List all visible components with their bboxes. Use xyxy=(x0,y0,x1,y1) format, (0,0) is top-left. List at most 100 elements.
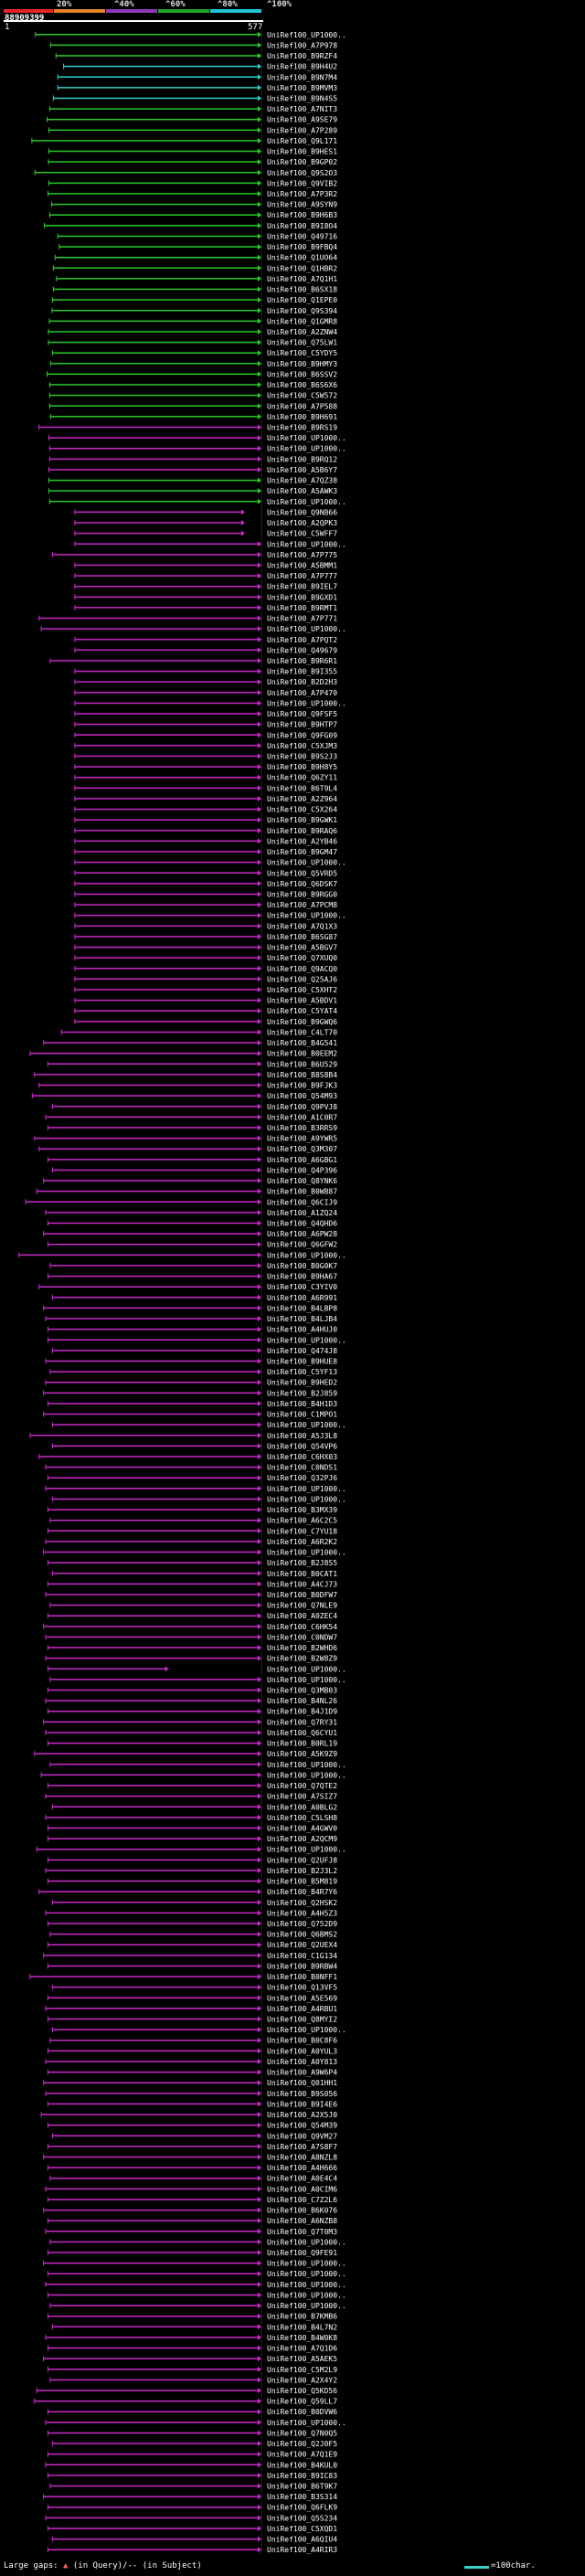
hit-row[interactable]: UniRef100_B0DFW7 xyxy=(45,1591,337,1599)
hit-row[interactable]: UniRef100_B0NFF1 xyxy=(29,1973,337,1981)
hit-row[interactable]: UniRef100_A2X4Y2 xyxy=(49,2376,337,2384)
hit-label[interactable]: UniRef100_Q2UFJ8 xyxy=(267,1856,337,1864)
hit-row[interactable]: UniRef100_A7NIT3 xyxy=(48,105,337,113)
hit-row[interactable]: UniRef100_A9W6P4 xyxy=(47,2069,337,2077)
hit-row[interactable]: UniRef100_UP1000.. xyxy=(40,1771,346,1779)
hit-label[interactable]: UniRef100_A5J3L8 xyxy=(267,1432,337,1440)
hit-label[interactable]: UniRef100_Q1UO64 xyxy=(267,254,337,262)
hit-row[interactable]: UniRef100_UP1000.. xyxy=(51,1421,346,1429)
hit-label[interactable]: UniRef100_B4NL26 xyxy=(267,1697,337,1705)
hit-label[interactable]: UniRef100_A4GWV0 xyxy=(267,1824,337,1832)
hit-label[interactable]: UniRef100_Q49716 xyxy=(267,232,337,240)
hit-row[interactable]: UniRef100_Q1HBR2 xyxy=(52,264,337,272)
hit-label[interactable]: UniRef100_UP1000.. xyxy=(267,1771,346,1779)
hit-row[interactable]: UniRef100_UP1000.. xyxy=(45,2419,346,2427)
hit-row[interactable]: UniRef100_A5E569 xyxy=(47,1994,337,2002)
hit-label[interactable]: UniRef100_A7QZ38 xyxy=(267,477,337,485)
hit-row[interactable]: UniRef100_B9RBW4 xyxy=(47,1962,337,1970)
hit-label[interactable]: UniRef100_B6SX18 xyxy=(267,286,337,294)
hit-label[interactable]: UniRef100_B2J859 xyxy=(267,1389,337,1397)
hit-label[interactable]: UniRef100_UP1000.. xyxy=(267,540,346,548)
hit-row[interactable]: UniRef100_Q9NB66 xyxy=(74,508,337,516)
hit-row[interactable]: UniRef100_B9I4E6 xyxy=(47,2100,337,2108)
hit-label[interactable]: UniRef100_UP1000.. xyxy=(267,2270,346,2278)
hit-label[interactable]: UniRef100_A7P289 xyxy=(267,126,337,134)
hit-row[interactable]: UniRef100_A0BLG2 xyxy=(51,1803,337,1811)
hit-row[interactable]: UniRef100_A6R991 xyxy=(51,1294,337,1302)
hit-label[interactable]: UniRef100_Q9NB66 xyxy=(267,508,337,516)
hit-row[interactable]: UniRef100_B9N7M4 xyxy=(57,73,337,81)
hit-label[interactable]: UniRef100_C7YU18 xyxy=(267,1527,337,1535)
hit-row[interactable]: UniRef100_Q6CYU1 xyxy=(45,1729,337,1737)
hit-row[interactable]: UniRef100_A4H5Z3 xyxy=(45,1909,337,1917)
hit-label[interactable]: UniRef100_A7S8F7 xyxy=(267,2143,337,2151)
hit-row[interactable]: UniRef100_Q01HH1 xyxy=(43,2079,338,2087)
hit-label[interactable]: UniRef100_B6SSV2 xyxy=(267,370,337,378)
hit-row[interactable]: UniRef100_Q4P396 xyxy=(51,1166,337,1174)
hit-row[interactable]: UniRef100_Q54VP6 xyxy=(51,1442,337,1450)
hit-label[interactable]: UniRef100_Q32PJ6 xyxy=(267,1474,337,1482)
hit-label[interactable]: UniRef100_A7P588 xyxy=(267,402,337,410)
hit-label[interactable]: UniRef100_Q6ZY11 xyxy=(267,774,337,782)
hit-row[interactable]: UniRef100_B9IC83 xyxy=(47,2472,337,2480)
hit-label[interactable]: UniRef100_B9N4S5 xyxy=(267,94,337,102)
hit-label[interactable]: UniRef100_UP1000.. xyxy=(267,1421,346,1429)
hit-row[interactable]: UniRef100_UP1000.. xyxy=(48,498,346,506)
hit-label[interactable]: UniRef100_Q54M93 xyxy=(267,1092,337,1100)
hit-row[interactable]: UniRef100_B9RMT1 xyxy=(74,604,337,612)
hit-row[interactable]: UniRef100_C0NDW7 xyxy=(45,1633,337,1641)
hit-row[interactable]: UniRef100_C5W572 xyxy=(48,392,337,400)
hit-label[interactable]: UniRef100_A4CJ73 xyxy=(267,1580,337,1588)
hit-label[interactable]: UniRef100_UP1000.. xyxy=(267,699,346,707)
hit-label[interactable]: UniRef100_A9YWR5 xyxy=(267,1135,337,1143)
hit-label[interactable]: UniRef100_B4H1D3 xyxy=(267,1400,337,1408)
hit-row[interactable]: UniRef100_A5BDV1 xyxy=(74,997,337,1005)
hit-label[interactable]: UniRef100_C4LT70 xyxy=(267,1028,337,1036)
hit-label[interactable]: UniRef100_B8S8B4 xyxy=(267,1071,337,1079)
hit-row[interactable]: UniRef100_A7P289 xyxy=(48,126,337,134)
hit-row[interactable]: UniRef100_A6R2K2 xyxy=(45,1538,337,1546)
hit-row[interactable]: UniRef100_B6SX18 xyxy=(52,286,337,294)
hit-label[interactable]: UniRef100_B4J1D9 xyxy=(267,1708,337,1716)
hit-label[interactable]: UniRef100_Q5S234 xyxy=(267,2514,337,2522)
hit-row[interactable]: UniRef100_C5XQD1 xyxy=(47,2525,337,2533)
hit-label[interactable]: UniRef100_UP1000.. xyxy=(267,1485,346,1493)
hit-row[interactable]: UniRef100_UP1000.. xyxy=(74,859,346,867)
hit-row[interactable]: UniRef100_B5M819 xyxy=(47,1878,337,1886)
hit-row[interactable]: UniRef100_A6C2C5 xyxy=(49,1517,337,1525)
hit-row[interactable]: UniRef100_B6T9K7 xyxy=(49,2483,337,2491)
hit-label[interactable]: UniRef100_Q49679 xyxy=(267,646,337,654)
hit-row[interactable]: UniRef100_Q2HSK2 xyxy=(51,1899,337,1907)
hit-row[interactable]: UniRef100_UP1000.. xyxy=(49,2302,346,2310)
hit-row[interactable]: UniRef100_UP1000.. xyxy=(36,1846,346,1854)
hit-label[interactable]: UniRef100_B9H4U2 xyxy=(267,63,337,71)
hit-label[interactable]: UniRef100_B9HA67 xyxy=(267,1273,337,1281)
hit-row[interactable]: UniRef100_A7PQT2 xyxy=(74,636,337,644)
hit-row[interactable]: UniRef100_B9IEL7 xyxy=(74,583,337,591)
hit-row[interactable]: UniRef100_B9S056 xyxy=(45,2090,337,2098)
hit-label[interactable]: UniRef100_B0DFW7 xyxy=(267,1591,337,1599)
hit-label[interactable]: UniRef100_Q4P396 xyxy=(267,1166,337,1174)
hit-label[interactable]: UniRef100_A5K9Z9 xyxy=(267,1750,337,1758)
hit-label[interactable]: UniRef100_Q9S394 xyxy=(267,307,337,315)
hit-row[interactable]: UniRef100_A5BMM1 xyxy=(74,561,337,569)
hit-label[interactable]: UniRef100_Q7N0Q5 xyxy=(267,2429,337,2437)
hit-row[interactable]: UniRef100_B9RS19 xyxy=(38,424,338,432)
hit-label[interactable]: UniRef100_Q2UEX4 xyxy=(267,1941,337,1949)
hit-row[interactable]: UniRef100_B0G0K7 xyxy=(49,1262,337,1270)
hit-row[interactable]: UniRef100_Q32PJ6 xyxy=(47,1474,337,1482)
hit-label[interactable]: UniRef100_C5LSH8 xyxy=(267,1814,337,1822)
hit-row[interactable]: UniRef100_C5WFF7 xyxy=(74,530,337,538)
hit-label[interactable]: UniRef100_UP1000.. xyxy=(267,1846,346,1854)
hit-row[interactable]: UniRef100_B9R6R1 xyxy=(49,657,337,665)
hit-row[interactable]: UniRef100_A7P588 xyxy=(48,402,337,410)
hit-label[interactable]: UniRef100_A7SIZ7 xyxy=(267,1793,337,1801)
hit-row[interactable]: UniRef100_A4RBU1 xyxy=(45,2005,337,2013)
hit-label[interactable]: UniRef100_A7Q1D6 xyxy=(267,2345,337,2353)
hit-row[interactable]: UniRef100_Q75LW1 xyxy=(48,339,337,347)
hit-label[interactable]: UniRef100_UP1000.. xyxy=(267,1336,346,1344)
hit-label[interactable]: UniRef100_Q4QHD6 xyxy=(267,1220,337,1228)
hit-label[interactable]: UniRef100_B6K076 xyxy=(267,2207,337,2215)
hit-label[interactable]: UniRef100_UP1000.. xyxy=(267,2238,346,2246)
hit-row[interactable]: UniRef100_A7S8F7 xyxy=(47,2143,337,2151)
